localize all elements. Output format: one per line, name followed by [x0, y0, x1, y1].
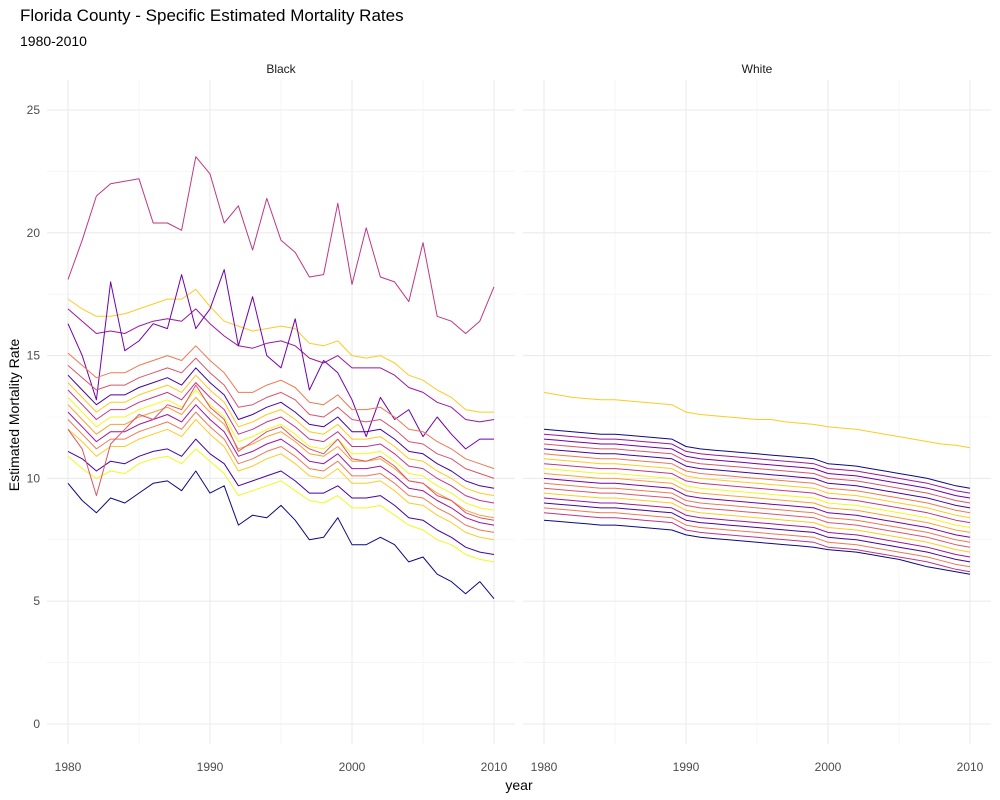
chart-title: Florida County - Specific Estimated Mort… [20, 6, 404, 25]
series-line [67, 156, 495, 334]
series-line [543, 512, 971, 573]
x-tick-label: 2010 [481, 760, 508, 774]
series-line [543, 448, 971, 509]
series-line [67, 411, 495, 533]
series-line [543, 443, 971, 504]
series-lines [543, 391, 971, 575]
x-axis-title: year [505, 777, 533, 793]
series-line [543, 468, 971, 528]
series-line [543, 453, 971, 514]
x-tick-label: 1980 [531, 760, 558, 774]
x-tick-label: 1980 [55, 760, 82, 774]
series-line [543, 433, 971, 494]
series-line [543, 492, 971, 553]
series-line [67, 357, 495, 479]
series-line [543, 473, 971, 533]
series-line [543, 463, 971, 524]
y-axis: 0 5 10 15 20 25 [27, 103, 41, 731]
series-line [67, 438, 495, 555]
y-tick-label: 10 [27, 471, 41, 485]
series-line [67, 374, 495, 497]
y-tick-label: 15 [27, 349, 41, 363]
y-tick-label: 5 [33, 594, 40, 608]
series-line [67, 345, 495, 470]
series-line [67, 470, 495, 600]
gridlines [47, 80, 515, 744]
series-line [67, 384, 495, 521]
gridlines [523, 80, 991, 744]
facet-panel-black: Black 1980 1990 2000 2010 [47, 62, 515, 774]
series-lines [67, 156, 495, 600]
series-line [543, 391, 971, 449]
facet-strip-label: Black [266, 62, 296, 76]
series-line [67, 367, 495, 489]
series-line [543, 487, 971, 548]
series-line [67, 308, 495, 423]
series-line [67, 404, 495, 526]
series-line [543, 507, 971, 568]
x-tick-label: 1990 [673, 760, 700, 774]
series-line [543, 477, 971, 538]
x-tick-label: 2000 [339, 760, 366, 774]
series-line [543, 497, 971, 558]
x-tick-label: 1990 [197, 760, 224, 774]
y-tick-label: 0 [33, 717, 40, 731]
series-line [543, 519, 971, 575]
series-line [543, 428, 971, 489]
series-line [67, 288, 494, 413]
series-line [543, 458, 971, 519]
chart-subtitle: 1980-2010 [20, 33, 87, 49]
facet-strip-label: White [742, 62, 773, 76]
series-line [67, 382, 495, 504]
x-tick-label: 2010 [957, 760, 984, 774]
y-tick-label: 25 [27, 103, 41, 117]
y-axis-title: Estimated Mortality Rate [6, 339, 22, 492]
y-tick-label: 20 [27, 226, 41, 240]
series-line [67, 269, 494, 450]
series-line [543, 482, 971, 543]
series-line [67, 448, 495, 563]
facet-panel-white: White 1980 1990 2000 2010 [523, 62, 991, 774]
series-line [543, 502, 971, 563]
series-line [543, 438, 971, 499]
series-line [67, 389, 495, 511]
x-tick-label: 2000 [815, 760, 842, 774]
series-line [67, 419, 495, 541]
